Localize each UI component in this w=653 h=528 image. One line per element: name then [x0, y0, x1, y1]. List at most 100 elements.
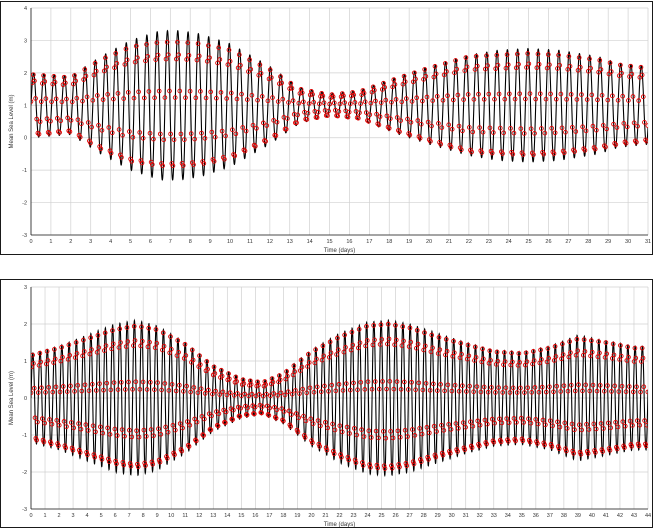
model-point: [214, 95, 219, 101]
model-point: [482, 66, 488, 72]
model-point: [543, 389, 549, 395]
model-point: [274, 407, 280, 413]
model-point: [326, 388, 331, 394]
model-point: [61, 74, 67, 80]
model-point: [332, 427, 338, 433]
model-point: [558, 389, 564, 394]
model-point: [212, 371, 218, 376]
model-point: [413, 387, 418, 393]
model-point: [553, 354, 559, 359]
model-point: [514, 420, 519, 425]
model-point: [575, 348, 581, 354]
model-point: [560, 341, 565, 347]
y-axis-label: Mean Sea Level (m): [9, 94, 15, 148]
model-point: [634, 139, 639, 145]
model-point: [42, 79, 48, 84]
model-point: [432, 64, 438, 69]
model-point: [555, 419, 560, 425]
model-point: [485, 63, 490, 68]
model-point: [604, 351, 610, 357]
model-point: [402, 79, 408, 85]
model-point: [430, 345, 435, 351]
model-point: [235, 391, 240, 396]
model-point: [349, 329, 355, 335]
model-point: [331, 451, 337, 457]
model-point: [114, 461, 119, 467]
model-point: [58, 358, 64, 364]
model-point: [456, 123, 462, 129]
model-point: [468, 419, 473, 425]
model-point: [236, 52, 242, 58]
model-point: [435, 351, 441, 356]
model-point: [97, 144, 103, 149]
model-point: [95, 332, 101, 338]
model-point: [202, 416, 207, 422]
model-point: [393, 322, 398, 328]
model-point: [48, 118, 53, 124]
model-point: [108, 387, 114, 393]
model-point: [422, 343, 428, 349]
model-point: [342, 332, 347, 338]
model-point: [250, 403, 256, 409]
model-point: [502, 96, 508, 102]
model-point: [209, 129, 215, 135]
model-point: [78, 426, 84, 432]
model-point: [566, 54, 572, 59]
model-point: [640, 355, 646, 361]
model-point: [639, 345, 645, 351]
model-point: [430, 98, 436, 103]
model-point: [324, 447, 330, 453]
model-point: [381, 80, 386, 86]
model-point: [242, 148, 248, 154]
model-point: [616, 73, 622, 79]
model-point: [37, 119, 43, 125]
model-point: [156, 426, 161, 432]
model-point: [591, 421, 597, 427]
y-tick-label: -1: [22, 168, 27, 174]
model-point: [72, 73, 77, 78]
model-point: [234, 96, 240, 102]
model-point: [418, 459, 424, 464]
model-point: [31, 385, 37, 391]
x-tick-label: 12: [196, 513, 202, 519]
model-point: [164, 39, 170, 45]
model-point: [510, 359, 515, 365]
model-point: [112, 65, 117, 71]
model-point: [331, 448, 336, 454]
model-point: [417, 426, 422, 431]
model-point: [439, 422, 444, 428]
y-tick-label: 0: [24, 396, 27, 402]
model-point: [284, 369, 289, 374]
x-axis-label: Time (days): [324, 522, 355, 527]
model-point: [318, 423, 323, 429]
model-point: [295, 112, 300, 118]
model-point: [384, 113, 390, 119]
model-point: [449, 126, 455, 132]
model-point: [110, 328, 115, 333]
model-point: [321, 353, 327, 359]
model-point: [260, 120, 266, 126]
x-tick-label: 5: [129, 239, 132, 245]
model-point: [561, 150, 567, 156]
model-point: [438, 141, 444, 147]
model-point: [356, 345, 361, 351]
model-point: [218, 367, 224, 373]
model-point: [522, 390, 527, 395]
model-point: [621, 121, 627, 126]
model-point: [576, 422, 582, 428]
model-point: [73, 78, 78, 84]
model-point: [484, 53, 489, 59]
model-point: [620, 93, 626, 99]
model-point: [542, 442, 547, 448]
model-point: [358, 379, 364, 385]
x-tick-label: 17: [366, 239, 372, 245]
model-point: [182, 341, 188, 347]
model-point: [152, 345, 158, 351]
model-point: [268, 393, 273, 399]
model-point: [152, 387, 157, 392]
model-point: [36, 131, 42, 137]
model-point: [256, 382, 261, 388]
model-point: [355, 115, 361, 121]
model-point: [329, 382, 335, 388]
model-point: [549, 125, 555, 131]
